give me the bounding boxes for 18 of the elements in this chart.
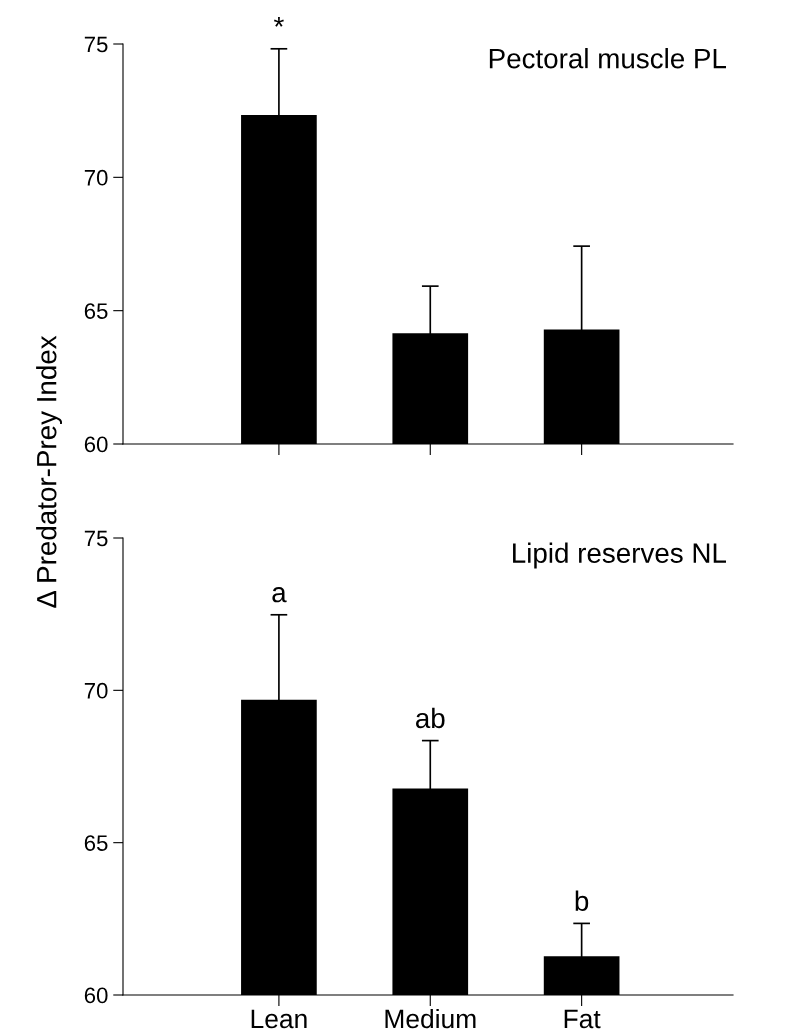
y-tick-label: 65 bbox=[84, 835, 108, 851]
y-tick-label: 60 bbox=[84, 436, 108, 453]
y-tick-label: 70 bbox=[84, 169, 108, 186]
y-axis-title: Δ Predator-Prey Index bbox=[36, 335, 62, 608]
chart-title: Lipid reserves NL bbox=[513, 542, 726, 569]
annotation: ab bbox=[416, 707, 445, 729]
y-tick-label: 65 bbox=[84, 303, 108, 319]
y-tick-label: 60 bbox=[84, 987, 108, 1004]
y-tick-label: 75 bbox=[84, 36, 108, 53]
y-tick-label: 75 bbox=[84, 530, 108, 547]
annotation: b bbox=[575, 890, 589, 911]
annotation: a bbox=[272, 587, 287, 603]
x-tick-label: Fat bbox=[564, 1009, 601, 1029]
y-tick-label: 70 bbox=[84, 682, 108, 699]
chart-title: Pectoral muscle PL bbox=[489, 48, 726, 69]
x-tick-label: Lean bbox=[251, 1009, 307, 1029]
annotation: * bbox=[273, 16, 284, 27]
x-tick-label: Medium bbox=[385, 1008, 476, 1029]
